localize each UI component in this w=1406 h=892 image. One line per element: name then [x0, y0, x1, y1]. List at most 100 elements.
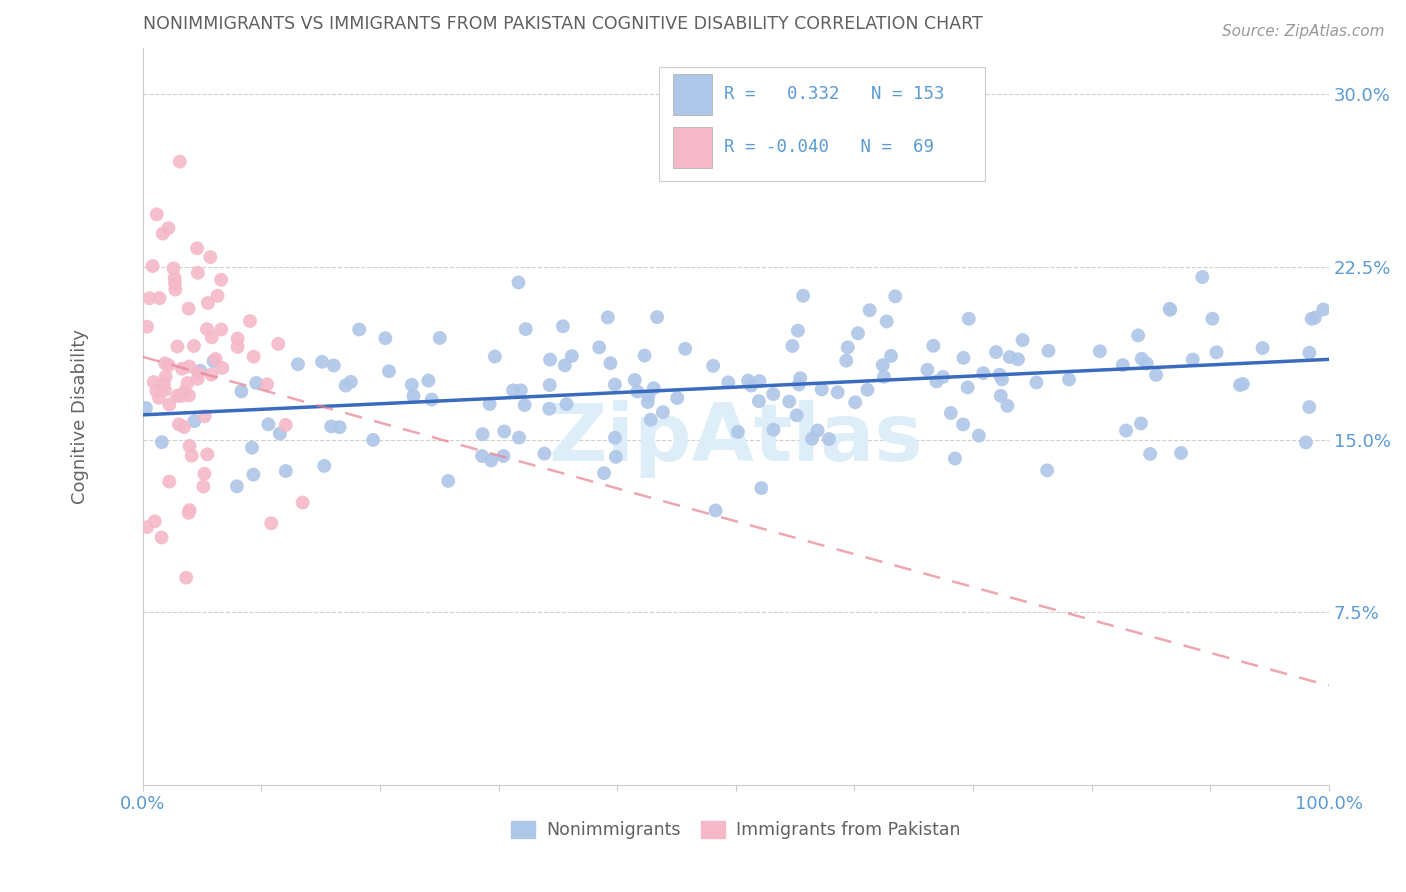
Point: [939, 406, 962, 420]
Point: [991, 372, 1014, 386]
FancyBboxPatch shape: [658, 67, 984, 181]
Point: [471, 427, 494, 442]
Point: [176, 376, 198, 390]
Text: R = -0.040   N =  69: R = -0.040 N = 69: [724, 138, 934, 156]
Point: [787, 377, 810, 392]
Point: [148, 391, 170, 405]
Point: [494, 425, 516, 439]
Point: [136, 520, 159, 534]
Point: [1057, 373, 1080, 387]
Point: [153, 356, 176, 370]
Point: [347, 322, 370, 336]
Point: [640, 412, 662, 426]
Point: [142, 375, 165, 389]
Point: [807, 424, 830, 438]
Point: [186, 241, 208, 255]
Point: [165, 283, 187, 297]
Point: [1205, 345, 1227, 359]
Point: [418, 374, 440, 388]
Point: [538, 352, 561, 367]
Point: [846, 326, 869, 341]
Point: [260, 516, 283, 531]
Point: [136, 319, 159, 334]
Point: [917, 363, 939, 377]
Point: [245, 376, 267, 390]
Point: [204, 351, 226, 366]
Point: [967, 428, 990, 442]
Point: [211, 360, 233, 375]
Point: [1295, 435, 1317, 450]
Point: [173, 384, 195, 399]
Point: [157, 358, 180, 372]
Point: [267, 336, 290, 351]
Point: [145, 384, 167, 399]
Point: [187, 266, 209, 280]
FancyBboxPatch shape: [673, 128, 711, 168]
Point: [599, 356, 621, 370]
Point: [1298, 345, 1320, 359]
Point: [533, 447, 555, 461]
Point: [378, 364, 401, 378]
Point: [1298, 400, 1320, 414]
Point: [957, 311, 980, 326]
Point: [1025, 376, 1047, 390]
Point: [988, 368, 1011, 382]
Point: [1170, 446, 1192, 460]
Point: [207, 289, 229, 303]
Point: [484, 350, 506, 364]
Point: [179, 439, 201, 453]
Point: [257, 417, 280, 432]
Point: [1251, 341, 1274, 355]
Point: [1312, 302, 1334, 317]
Point: [818, 432, 841, 446]
Point: [202, 354, 225, 368]
Point: [242, 350, 264, 364]
Point: [187, 372, 209, 386]
Point: [1112, 358, 1135, 372]
Point: [166, 339, 188, 353]
Point: [1038, 343, 1060, 358]
Point: [1115, 424, 1137, 438]
Point: [1301, 311, 1323, 326]
Point: [952, 417, 974, 432]
Point: [179, 359, 201, 374]
Point: [240, 441, 263, 455]
Point: [588, 340, 610, 354]
Point: [952, 351, 974, 365]
Point: [143, 515, 166, 529]
Point: [749, 481, 772, 495]
Point: [508, 276, 530, 290]
Point: [291, 495, 314, 509]
Point: [311, 355, 333, 369]
Point: [626, 384, 648, 399]
Point: [1159, 302, 1181, 317]
Point: [837, 340, 859, 354]
Point: [242, 467, 264, 482]
Point: [603, 431, 626, 445]
Point: [135, 401, 157, 415]
Point: [998, 350, 1021, 364]
Point: [150, 435, 173, 450]
Point: [1303, 310, 1326, 325]
Point: [1007, 352, 1029, 367]
Point: [183, 339, 205, 353]
Point: [932, 369, 955, 384]
Point: [177, 506, 200, 520]
Point: [593, 466, 616, 480]
Point: [873, 369, 896, 384]
Point: [231, 384, 253, 399]
Point: [1130, 351, 1153, 366]
Point: [538, 378, 561, 392]
Point: [193, 467, 215, 481]
Point: [801, 432, 824, 446]
Point: [508, 431, 530, 445]
Point: [287, 357, 309, 371]
Point: [200, 250, 222, 264]
Point: [876, 314, 898, 328]
Text: R =   0.332   N = 153: R = 0.332 N = 153: [724, 86, 945, 103]
Point: [374, 331, 396, 345]
Point: [666, 391, 689, 405]
Point: [789, 371, 811, 385]
Point: [157, 475, 180, 489]
Point: [146, 207, 169, 221]
